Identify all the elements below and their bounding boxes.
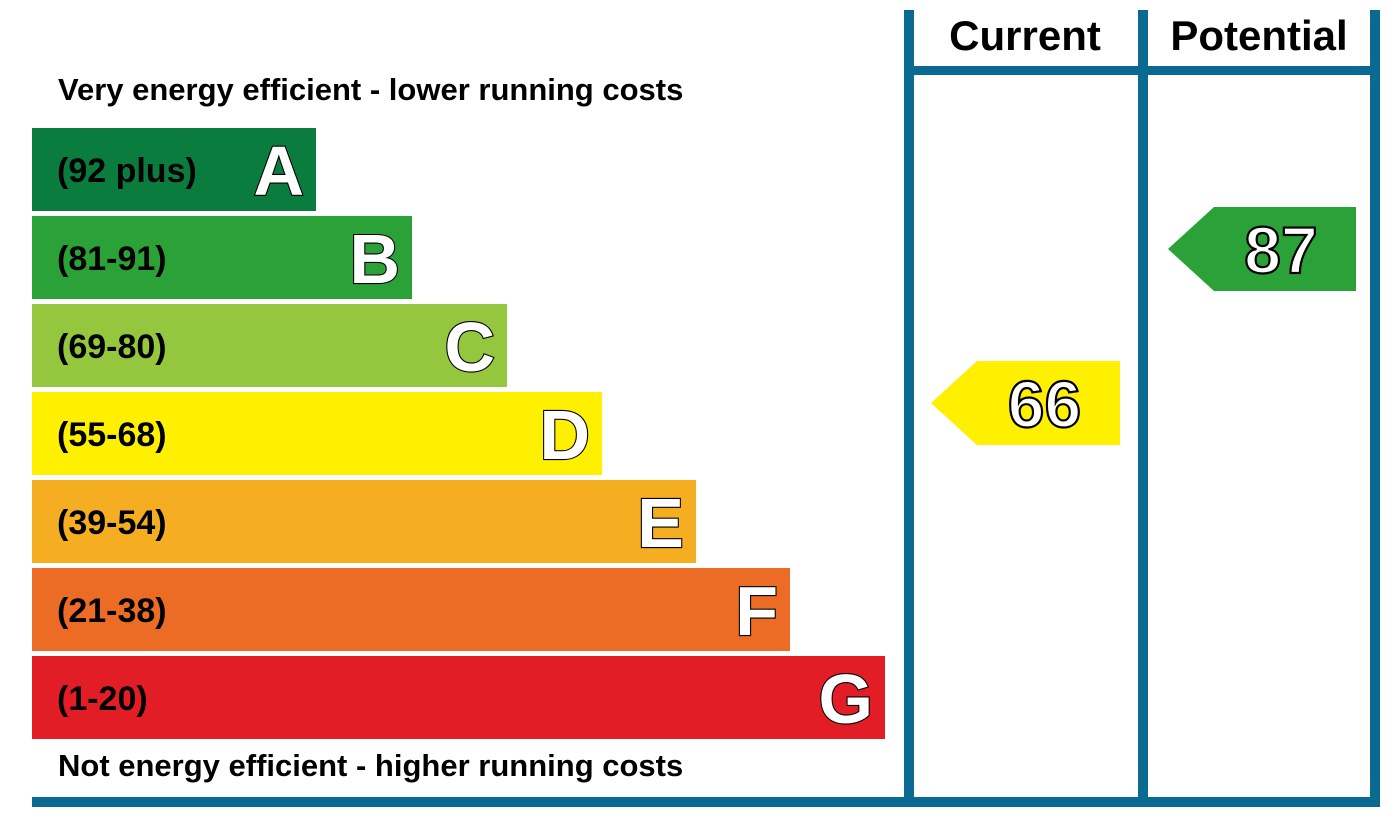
band-range-label: (81-91) bbox=[57, 240, 167, 278]
frame-line-bottom bbox=[32, 797, 1380, 807]
band-bar-c bbox=[32, 304, 507, 387]
band-range-label: (21-38) bbox=[57, 592, 167, 630]
band-d: (55-68) D bbox=[32, 392, 602, 475]
band-letter: G bbox=[819, 660, 873, 738]
band-letter: B bbox=[349, 220, 400, 298]
band-bar-g bbox=[32, 656, 885, 739]
band-g: (1-20) G bbox=[32, 656, 885, 739]
frame-line-header bbox=[904, 66, 1380, 75]
band-letter: E bbox=[637, 484, 684, 562]
band-letter: D bbox=[539, 396, 590, 474]
current-rating-arrow: 66 bbox=[931, 361, 1120, 445]
bottom-efficiency-label: Not energy efficient - higher running co… bbox=[58, 748, 683, 783]
band-letter: C bbox=[444, 308, 495, 386]
band-range-label: (69-80) bbox=[57, 328, 167, 366]
band-c: (69-80) C bbox=[32, 304, 507, 387]
chart-frame bbox=[32, 10, 1380, 807]
band-range-label: (92 plus) bbox=[57, 152, 197, 190]
band-bar-f bbox=[32, 568, 790, 651]
top-efficiency-label: Very energy efficient - lower running co… bbox=[58, 72, 683, 107]
rating-bands: (92 plus) A(81-91) B(69-80) C(55-68) D(39-54… bbox=[32, 128, 885, 739]
current-arrow-shape bbox=[931, 361, 1120, 445]
frame-line-left bbox=[904, 10, 914, 800]
current-column-header: Current bbox=[949, 12, 1101, 59]
band-a: (92 plus) A bbox=[32, 128, 316, 211]
potential-column-header: Potential bbox=[1170, 12, 1347, 59]
band-e: (39-54) E bbox=[32, 480, 696, 563]
potential-rating-arrow: 87 bbox=[1168, 207, 1356, 291]
potential-arrow-shape bbox=[1168, 207, 1356, 291]
frame-line-right bbox=[1370, 10, 1380, 800]
frame-line-middle bbox=[1138, 10, 1148, 800]
band-range-label: (1-20) bbox=[57, 680, 148, 718]
current-rating-value: 66 bbox=[1008, 367, 1081, 441]
band-letter: A bbox=[253, 132, 304, 210]
band-bar-d bbox=[32, 392, 602, 475]
band-f: (21-38) F bbox=[32, 568, 790, 651]
potential-rating-value: 87 bbox=[1244, 213, 1317, 287]
band-bar-e bbox=[32, 480, 696, 563]
band-b: (81-91) B bbox=[32, 216, 412, 299]
band-range-label: (55-68) bbox=[57, 416, 167, 454]
band-range-label: (39-54) bbox=[57, 504, 167, 542]
band-bar-b bbox=[32, 216, 412, 299]
band-bar-a bbox=[32, 128, 316, 211]
rating-arrows: 66 87 bbox=[931, 207, 1356, 445]
band-letter: F bbox=[735, 572, 778, 650]
